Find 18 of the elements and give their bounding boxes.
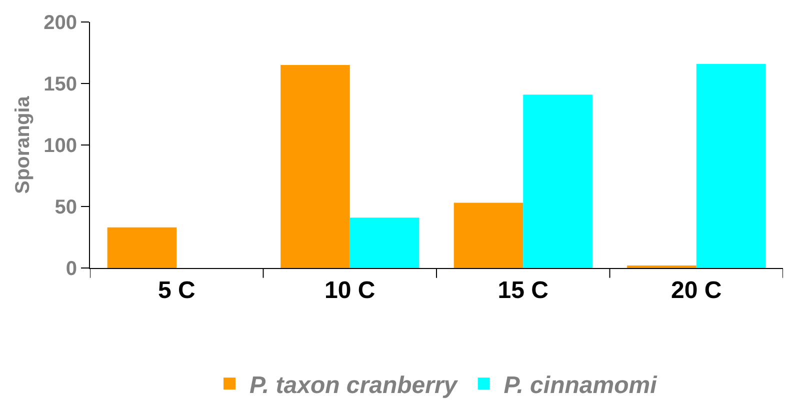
- bar: [696, 64, 766, 268]
- bar: [523, 94, 592, 268]
- x-tick-label: 15 C: [498, 276, 548, 304]
- x-tick-label: 10 C: [324, 276, 376, 304]
- legend-label: P. taxon cranberry: [250, 372, 459, 399]
- bar: [280, 65, 350, 268]
- bar: [350, 218, 420, 268]
- bar: [454, 202, 524, 268]
- legend-label: P. cinnamomi: [504, 372, 658, 399]
- y-tick-label: 50: [54, 196, 77, 218]
- y-tick-label: 0: [66, 258, 77, 280]
- bar: [107, 227, 177, 268]
- y-axis-title: Sporangia: [12, 95, 34, 194]
- x-tick-label: 20 C: [671, 276, 722, 304]
- y-tick-label: 100: [44, 135, 77, 157]
- x-tick-label: 5 C: [158, 276, 196, 304]
- y-tick-label: 200: [44, 12, 77, 34]
- y-tick-label: 150: [44, 74, 77, 96]
